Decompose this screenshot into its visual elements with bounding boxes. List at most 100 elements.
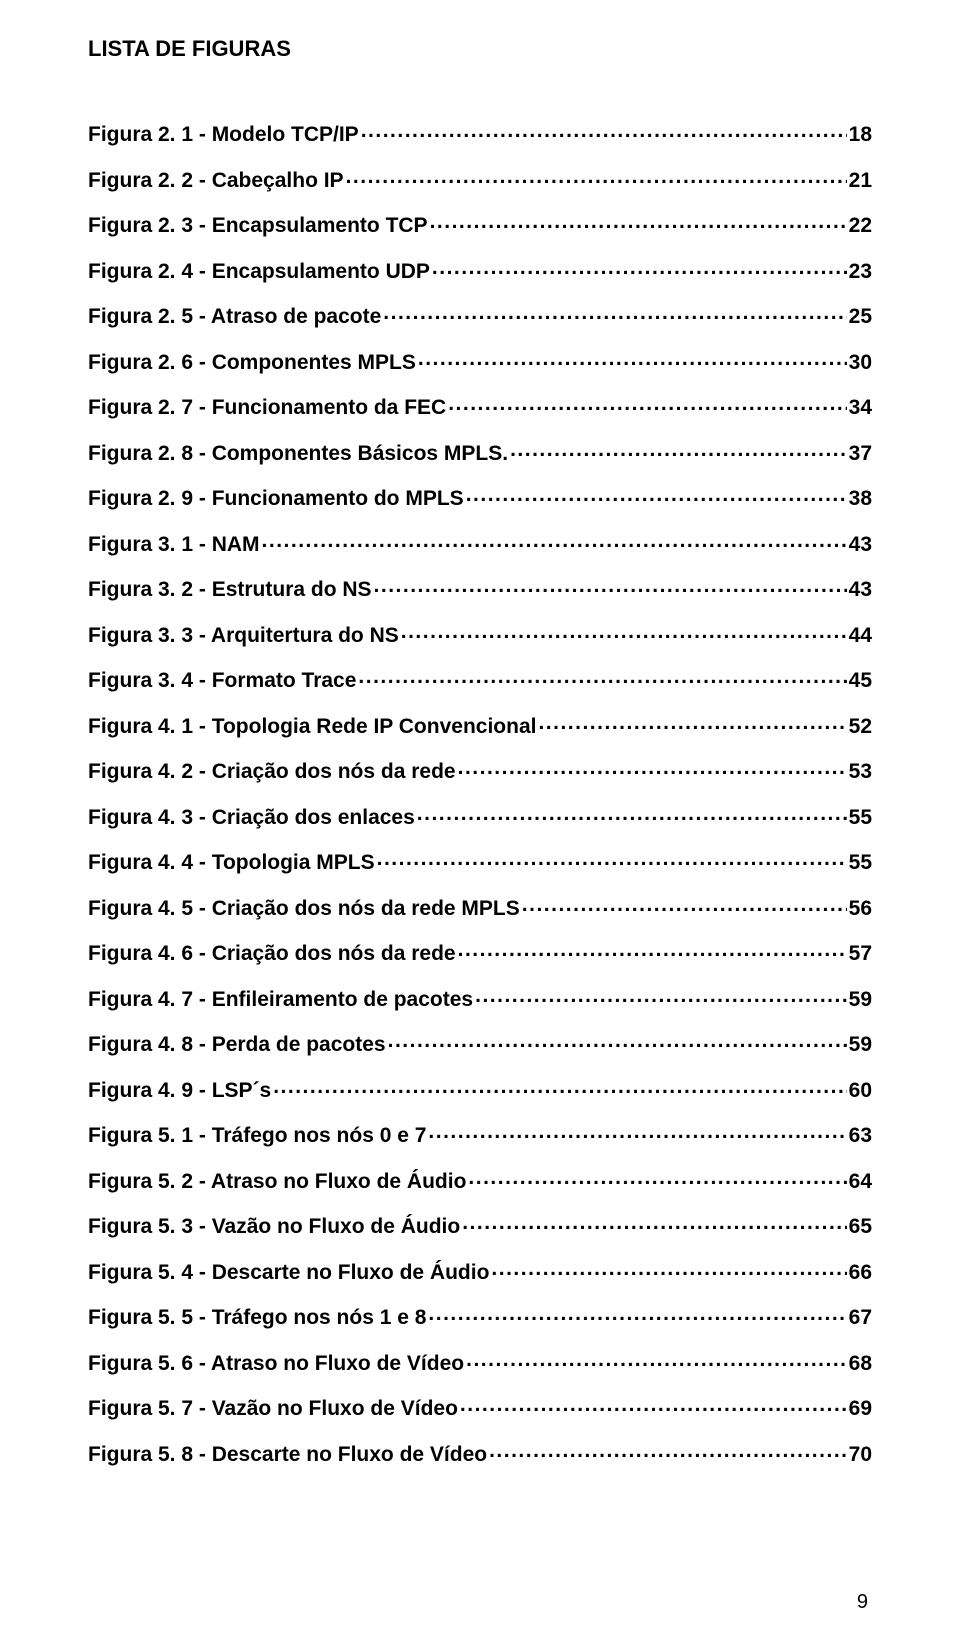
toc-leader-dots [418,348,847,369]
page-number: 9 [857,1591,868,1614]
toc-entry: Figura 4. 2 - Criação dos nós da rede 53 [88,757,872,782]
toc-leader-dots [448,393,846,414]
toc-leader-dots [377,848,847,869]
toc-entry-page: 59 [849,1034,872,1055]
toc-entry: Figura 2. 5 - Atraso de pacote 25 [88,302,872,327]
toc-entry-page: 38 [849,488,872,509]
toc-entry: Figura 4. 9 - LSP´s 60 [88,1076,872,1101]
toc-entry-page: 25 [849,306,872,327]
toc-entry-label: Figura 5. 8 - Descarte no Fluxo de Vídeo [88,1444,487,1465]
toc-leader-dots [458,757,847,778]
toc-leader-dots [401,621,847,642]
toc-entry-label: Figura 5. 1 - Tráfego nos nós 0 e 7 [88,1125,426,1146]
toc-entry: Figura 2. 7 - Funcionamento da FEC 34 [88,393,872,418]
toc-leader-dots [346,166,847,187]
toc-leader-dots [466,1349,847,1370]
toc-entry: Figura 5. 5 - Tráfego nos nós 1 e 8 67 [88,1303,872,1328]
toc-entry-label: Figura 2. 9 - Funcionamento do MPLS [88,488,464,509]
toc-entry: Figura 5. 6 - Atraso no Fluxo de Vídeo 6… [88,1349,872,1374]
toc-entry-label: Figura 4. 9 - LSP´s [88,1080,271,1101]
toc-leader-dots [428,1121,846,1142]
toc-entry-page: 18 [849,124,872,145]
toc-entry: Figura 4. 3 - Criação dos enlaces 55 [88,803,872,828]
toc-entry-label: Figura 2. 1 - Modelo TCP/IP [88,124,359,145]
toc-entry: Figura 2. 2 - Cabeçalho IP 21 [88,166,872,191]
toc-entry: Figura 5. 4 - Descarte no Fluxo de Áudio… [88,1258,872,1283]
toc-entry: Figura 3. 1 - NAM 43 [88,530,872,555]
toc-entry-page: 64 [849,1171,872,1192]
toc-entry-label: Figura 3. 3 - Arquitertura do NS [88,625,399,646]
toc-entry: Figura 2. 4 - Encapsulamento UDP 23 [88,257,872,282]
toc-entry-label: Figura 2. 5 - Atraso de pacote [88,306,381,327]
toc-entry: Figura 2. 1 - Modelo TCP/IP 18 [88,120,872,145]
toc-entry-label: Figura 2. 6 - Componentes MPLS [88,352,416,373]
toc-entry: Figura 3. 2 - Estrutura do NS 43 [88,575,872,600]
toc-entry-page: 43 [849,579,872,600]
toc-entry-label: Figura 4. 7 - Enfileiramento de pacotes [88,989,473,1010]
toc-entry-page: 55 [849,807,872,828]
toc-entry: Figura 4. 8 - Perda de pacotes 59 [88,1030,872,1055]
toc-entry: Figura 5. 1 - Tráfego nos nós 0 e 7 63 [88,1121,872,1146]
toc-entry: Figura 5. 8 - Descarte no Fluxo de Vídeo… [88,1440,872,1465]
toc-entry-label: Figura 4. 8 - Perda de pacotes [88,1034,386,1055]
toc-leader-dots [361,120,847,141]
toc-leader-dots [430,211,847,232]
toc-entry-label: Figura 2. 7 - Funcionamento da FEC [88,397,446,418]
toc-entry-label: Figura 2. 3 - Encapsulamento TCP [88,215,428,236]
toc-leader-dots [374,575,847,596]
toc-entry: Figura 4. 5 - Criação dos nós da rede MP… [88,894,872,919]
toc-entry-page: 30 [849,352,872,373]
toc-leader-dots [522,894,847,915]
toc-entry-label: Figura 3. 2 - Estrutura do NS [88,579,372,600]
toc-entry-page: 43 [849,534,872,555]
toc-leader-dots [475,985,847,1006]
toc-entry-label: Figura 2. 4 - Encapsulamento UDP [88,261,430,282]
toc-entry: Figura 2. 9 - Funcionamento do MPLS 38 [88,484,872,509]
toc-entry-page: 53 [849,761,872,782]
toc-entry: Figura 5. 3 - Vazão no Fluxo de Áudio 65 [88,1212,872,1237]
toc-entry-label: Figura 2. 8 - Componentes Básicos MPLS. [88,443,508,464]
toc-entry-page: 68 [849,1353,872,1374]
toc-entry: Figura 5. 7 - Vazão no Fluxo de Vídeo 69 [88,1394,872,1419]
toc-entry-label: Figura 4. 4 - Topologia MPLS [88,852,375,873]
toc-entry-label: Figura 2. 2 - Cabeçalho IP [88,170,344,191]
toc-entry-label: Figura 5. 5 - Tráfego nos nós 1 e 8 [88,1307,426,1328]
toc-entry: Figura 4. 1 - Topologia Rede IP Convenci… [88,712,872,737]
toc-entry-page: 23 [849,261,872,282]
toc-entry-page: 37 [849,443,872,464]
toc-entry-label: Figura 5. 4 - Descarte no Fluxo de Áudio [88,1262,489,1283]
toc-entry-page: 56 [849,898,872,919]
toc-entry: Figura 2. 8 - Componentes Básicos MPLS. … [88,439,872,464]
toc-leader-dots [489,1440,847,1461]
document-page: LISTA DE FIGURAS Figura 2. 1 - Modelo TC… [0,0,960,1648]
toc-leader-dots [462,1212,846,1233]
toc-leader-dots [358,666,846,687]
toc-entry-label: Figura 4. 6 - Criação dos nós da rede [88,943,456,964]
toc-entry-label: Figura 5. 7 - Vazão no Fluxo de Vídeo [88,1398,458,1419]
toc-entry-label: Figura 4. 3 - Criação dos enlaces [88,807,415,828]
toc-entry-page: 55 [849,852,872,873]
toc-entry: Figura 3. 4 - Formato Trace 45 [88,666,872,691]
toc-entry-page: 63 [849,1125,872,1146]
list-of-figures-heading: LISTA DE FIGURAS [88,36,872,62]
toc-leader-dots [458,939,847,960]
toc-entry-page: 69 [849,1398,872,1419]
toc-leader-dots [468,1167,846,1188]
toc-leader-dots [428,1303,846,1324]
toc-entry-page: 34 [849,397,872,418]
figures-toc: Figura 2. 1 - Modelo TCP/IP 18Figura 2. … [88,120,872,1465]
toc-entry: Figura 2. 6 - Componentes MPLS 30 [88,348,872,373]
toc-entry-label: Figura 4. 2 - Criação dos nós da rede [88,761,456,782]
toc-entry-label: Figura 5. 6 - Atraso no Fluxo de Vídeo [88,1353,464,1374]
toc-entry-page: 70 [849,1444,872,1465]
toc-entry-label: Figura 5. 2 - Atraso no Fluxo de Áudio [88,1171,466,1192]
toc-leader-dots [273,1076,846,1097]
toc-entry-label: Figura 3. 1 - NAM [88,534,260,555]
toc-entry-page: 59 [849,989,872,1010]
toc-entry: Figura 5. 2 - Atraso no Fluxo de Áudio 6… [88,1167,872,1192]
toc-leader-dots [538,712,846,733]
toc-entry-page: 66 [849,1262,872,1283]
toc-entry-page: 65 [849,1216,872,1237]
toc-leader-dots [388,1030,847,1051]
toc-leader-dots [383,302,846,323]
